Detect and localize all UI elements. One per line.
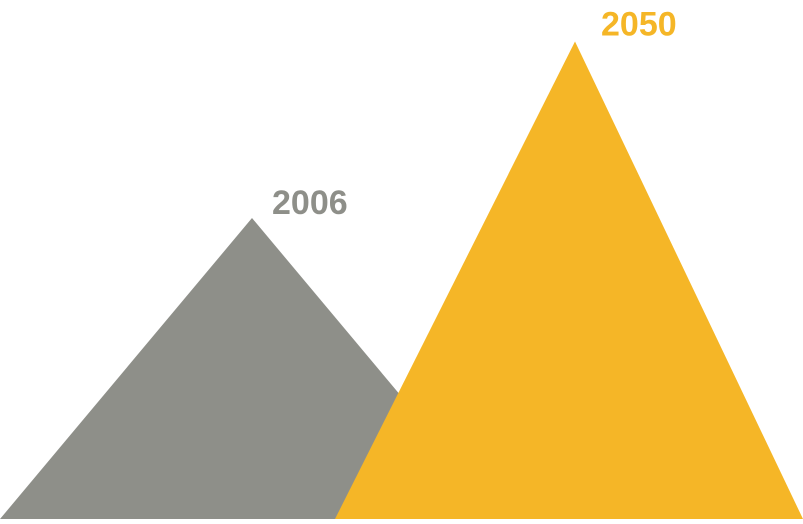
label-2006: 2006 [272, 184, 348, 222]
triangle-2050 [335, 41, 803, 519]
label-2050: 2050 [601, 6, 677, 44]
